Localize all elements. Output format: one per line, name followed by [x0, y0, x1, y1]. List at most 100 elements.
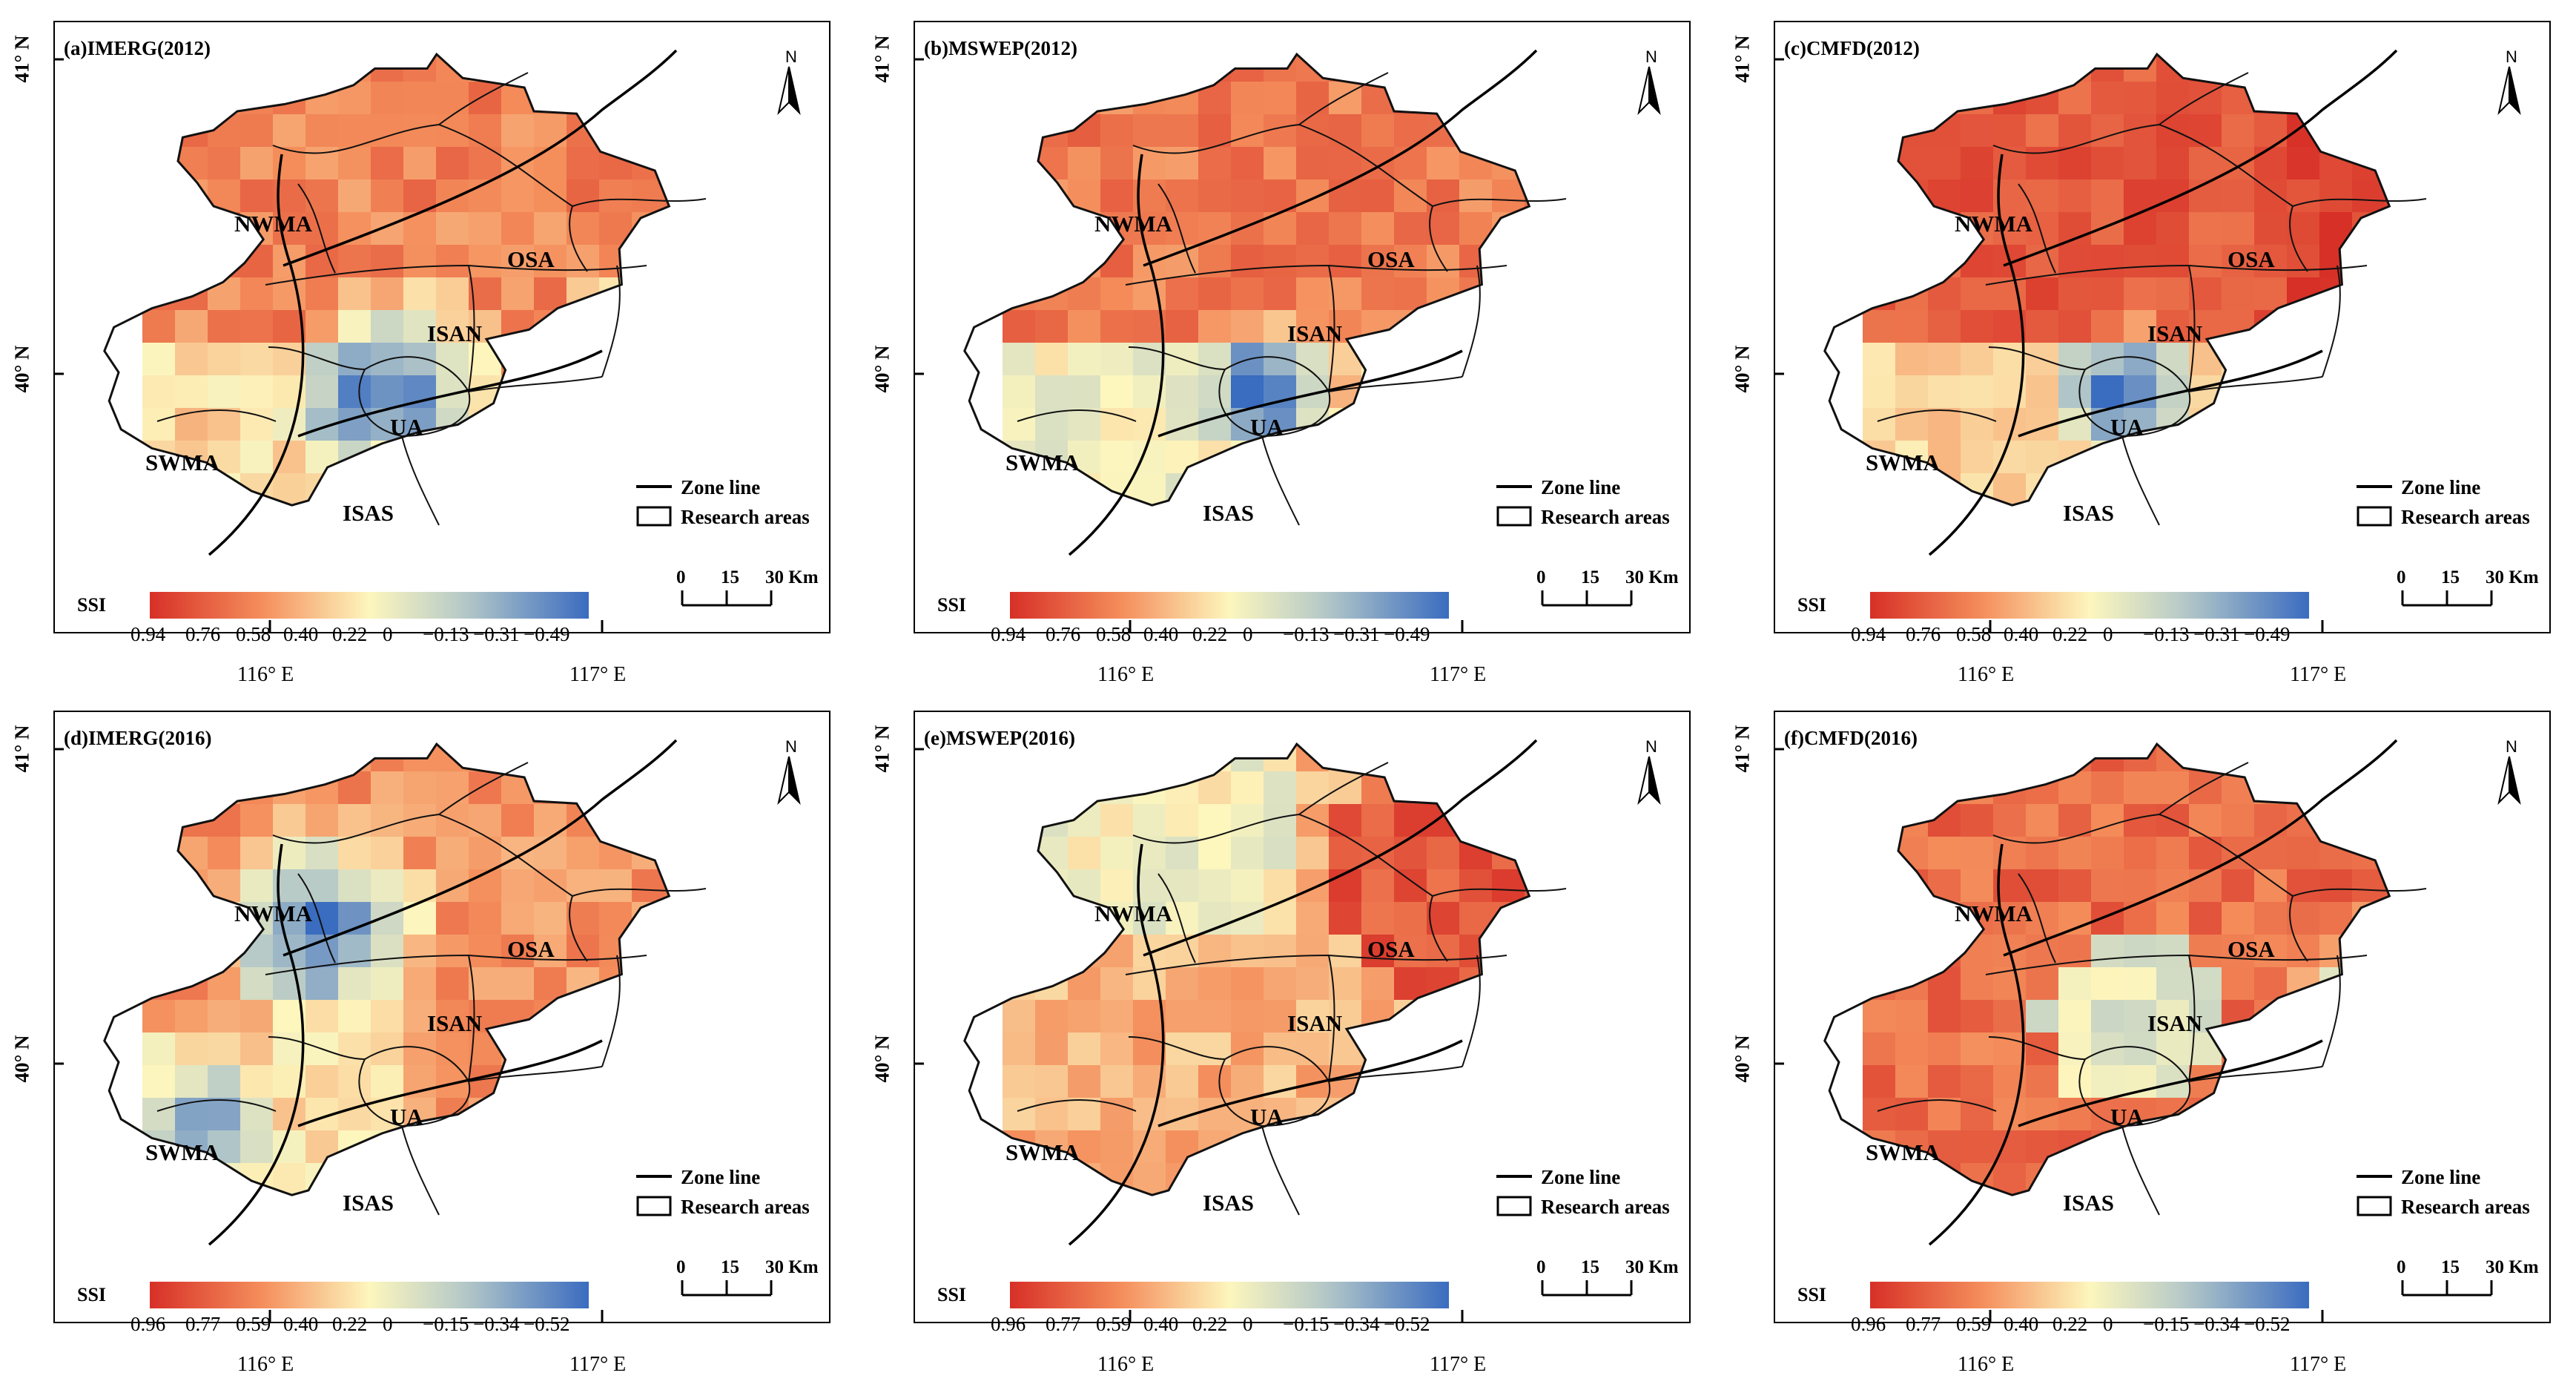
- colorbar: [1010, 1282, 1449, 1308]
- grid-cell: [2124, 837, 2157, 870]
- grid-cell: [2026, 375, 2059, 409]
- grid-cell: [306, 114, 339, 148]
- lon-tick-116: 116° E: [237, 1353, 294, 1376]
- grid-cell: [371, 967, 404, 1001]
- region-label: SWMA: [145, 449, 220, 475]
- region-label: NWMA: [1094, 900, 1173, 926]
- grid-cell: [2124, 82, 2157, 115]
- grid-cell: [1231, 902, 1264, 935]
- region-label: UA: [2110, 1104, 2144, 1130]
- grid-cell: [2058, 343, 2092, 376]
- grid-cell: [175, 375, 208, 409]
- grid-cell: [1231, 967, 1264, 1001]
- grid-cell: [1394, 179, 1427, 213]
- grid-cell: [2091, 212, 2124, 246]
- scalebar-label: 30 Km: [2486, 1257, 2539, 1277]
- grid-cell: [2156, 82, 2190, 115]
- grid-cell: [436, 179, 469, 213]
- region-label: OSA: [1367, 246, 1415, 272]
- colorbar-title: SSI: [937, 1284, 966, 1305]
- grid-cell: [371, 902, 404, 935]
- grid-cell: [240, 375, 274, 409]
- grid-cell: [436, 935, 469, 968]
- zone-line-north: [2003, 49, 2398, 267]
- colorbar-tick-label: 0.96: [1851, 1313, 1886, 1335]
- legend-research-areas-swatch: [2357, 506, 2392, 527]
- grid-cell: [1035, 1098, 1069, 1131]
- grid-cell: [1100, 1130, 1134, 1164]
- grid-cell: [175, 310, 208, 343]
- zone-line-south: [2018, 349, 2323, 438]
- grid-cell: [1100, 114, 1134, 148]
- grid-cell: [2058, 310, 2092, 343]
- legend-research-areas-label: Research areas: [681, 506, 810, 528]
- legend-zone-line-label: Zone line: [1541, 476, 1620, 498]
- grid-cell: [2189, 771, 2222, 805]
- grid-cell: [1166, 1065, 1199, 1099]
- grid-cell: [534, 869, 567, 903]
- grid-cell: [1895, 375, 1929, 409]
- zone-line-north: [1143, 49, 1538, 267]
- zone-line-west: [208, 154, 305, 556]
- grid-cell: [2156, 277, 2190, 311]
- grid-cell: [2287, 837, 2320, 870]
- region-label: NWMA: [234, 900, 313, 926]
- grid-cell: [306, 902, 339, 935]
- lat-tick-41: 41° N: [1731, 35, 1754, 83]
- grid-cell: [2058, 277, 2092, 311]
- district-border: [468, 1066, 603, 1082]
- north-label: N: [785, 737, 797, 756]
- colorbar-tick-label: −0.31: [2193, 623, 2239, 645]
- district-border: [572, 198, 707, 207]
- grid-cell: [2254, 837, 2288, 870]
- colorbar-title: SSI: [1797, 1284, 1826, 1305]
- grid-cell: [2091, 147, 2124, 180]
- grid-cell: [1166, 804, 1199, 837]
- map-outline: [1823, 742, 2391, 1196]
- map-frame: [1774, 711, 2551, 1323]
- region-label: UA: [1250, 414, 1284, 440]
- grid-cell: [1166, 1000, 1199, 1033]
- grid-cell: [2156, 310, 2190, 343]
- grid-cell: [1361, 179, 1395, 213]
- zone-line-north: [283, 49, 678, 267]
- zone-line-west: [1928, 154, 2025, 556]
- district-border: [268, 1036, 366, 1060]
- grid-cell: [338, 1032, 371, 1066]
- grid-cell: [2091, 310, 2124, 343]
- grid-cell: [1100, 1032, 1134, 1066]
- district-border: [2018, 183, 2056, 274]
- district-border: [1298, 72, 1389, 125]
- grid-cell: [403, 837, 437, 870]
- grid-cell: [1231, 375, 1264, 409]
- grid-cell: [1100, 1098, 1134, 1131]
- grid-cell: [534, 212, 567, 246]
- grid-cell: [1329, 245, 1362, 278]
- grid-cell: [273, 804, 306, 837]
- grid-cell: [2156, 343, 2190, 376]
- scalebar-label: 0: [676, 1257, 686, 1277]
- grid-cell: [2189, 114, 2222, 148]
- grid-cell: [1100, 277, 1134, 311]
- region-label: NWMA: [1955, 211, 2033, 237]
- grid-cell: [1296, 967, 1330, 1001]
- region-label: ISAN: [427, 320, 482, 346]
- grid-cell: [208, 1000, 241, 1033]
- grid-cell: [2287, 147, 2320, 180]
- zone-lines: [208, 739, 678, 1246]
- grid-cell: [142, 1098, 176, 1131]
- grid-cell: [534, 935, 567, 968]
- lon-tick-116: 116° E: [237, 663, 294, 686]
- grid-cell: [338, 375, 371, 409]
- grid-cell: [208, 1032, 241, 1066]
- district-border: [1017, 1099, 1137, 1112]
- grid-cell: [371, 114, 404, 148]
- district-border: [1128, 346, 1226, 370]
- grid-cell: [1928, 1000, 1961, 1033]
- grid-cell: [338, 1000, 371, 1033]
- colorbar-tick-label: 0.58: [236, 623, 271, 645]
- colorbar: [150, 1282, 589, 1308]
- grid-cell: [1863, 1065, 1896, 1099]
- district-border: [401, 1125, 440, 1216]
- lon-tick-117: 117° E: [2290, 663, 2347, 686]
